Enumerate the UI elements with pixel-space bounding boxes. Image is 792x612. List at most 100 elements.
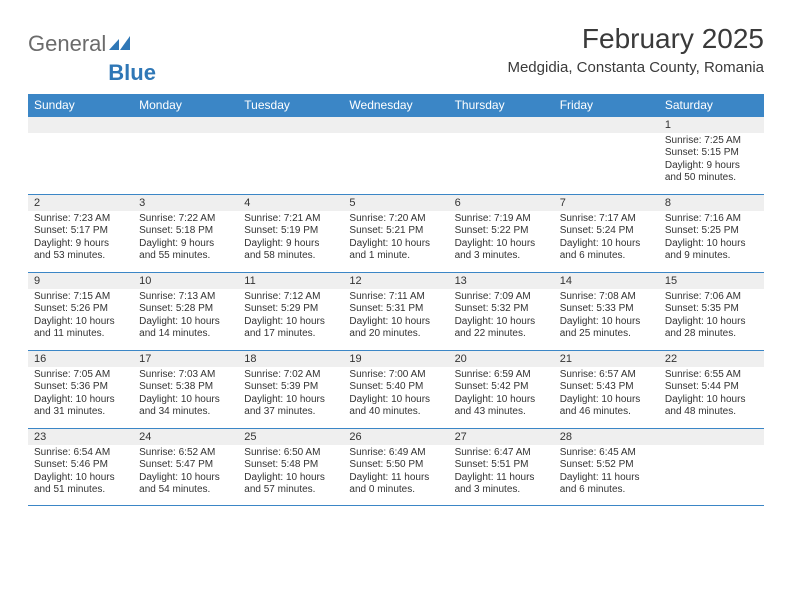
daylight-text: Daylight: 10 hours and 11 minutes. (34, 316, 127, 341)
sunrise-text: Sunrise: 7:08 AM (560, 291, 653, 304)
sunrise-text: Sunrise: 7:13 AM (139, 291, 232, 304)
calendar-cell: 3Sunrise: 7:22 AMSunset: 5:18 PMDaylight… (133, 195, 238, 272)
daylight-text: Daylight: 10 hours and 51 minutes. (34, 472, 127, 497)
calendar-cell: 4Sunrise: 7:21 AMSunset: 5:19 PMDaylight… (238, 195, 343, 272)
date-number: 19 (343, 351, 448, 367)
date-number: 23 (28, 429, 133, 445)
daylight-text: Daylight: 10 hours and 46 minutes. (560, 394, 653, 419)
weekday-sun: Sunday (28, 94, 133, 116)
sunrise-text: Sunrise: 7:15 AM (34, 291, 127, 304)
date-number: 9 (28, 273, 133, 289)
sunset-text: Sunset: 5:38 PM (139, 381, 232, 394)
date-number (133, 117, 238, 133)
calendar-page: General February 2025 Medgidia, Constant… (0, 0, 792, 516)
cell-body: Sunrise: 6:52 AMSunset: 5:47 PMDaylight:… (133, 445, 238, 501)
sunrise-text: Sunrise: 7:16 AM (665, 213, 758, 226)
logo-text-1: General (28, 31, 106, 57)
calendar-cell: 8Sunrise: 7:16 AMSunset: 5:25 PMDaylight… (659, 195, 764, 272)
date-number: 1 (659, 117, 764, 133)
date-number: 2 (28, 195, 133, 211)
date-number: 13 (449, 273, 554, 289)
sunrise-text: Sunrise: 7:23 AM (34, 213, 127, 226)
sunrise-text: Sunrise: 7:12 AM (244, 291, 337, 304)
daylight-text: Daylight: 10 hours and 54 minutes. (139, 472, 232, 497)
daylight-text: Daylight: 10 hours and 25 minutes. (560, 316, 653, 341)
daylight-text: Daylight: 11 hours and 6 minutes. (560, 472, 653, 497)
weekday-sat: Saturday (659, 94, 764, 116)
daylight-text: Daylight: 10 hours and 43 minutes. (455, 394, 548, 419)
date-number (449, 117, 554, 133)
cell-body: Sunrise: 7:19 AMSunset: 5:22 PMDaylight:… (449, 211, 554, 267)
cell-body: Sunrise: 7:00 AMSunset: 5:40 PMDaylight:… (343, 367, 448, 423)
sunset-text: Sunset: 5:33 PM (560, 303, 653, 316)
cell-body: Sunrise: 6:47 AMSunset: 5:51 PMDaylight:… (449, 445, 554, 501)
date-number: 14 (554, 273, 659, 289)
date-number: 20 (449, 351, 554, 367)
cell-body: Sunrise: 6:49 AMSunset: 5:50 PMDaylight:… (343, 445, 448, 501)
cell-body: Sunrise: 7:11 AMSunset: 5:31 PMDaylight:… (343, 289, 448, 345)
sunset-text: Sunset: 5:44 PM (665, 381, 758, 394)
calendar-cell: 16Sunrise: 7:05 AMSunset: 5:36 PMDayligh… (28, 351, 133, 428)
sunset-text: Sunset: 5:51 PM (455, 459, 548, 472)
cell-body: Sunrise: 7:09 AMSunset: 5:32 PMDaylight:… (449, 289, 554, 345)
cell-body: Sunrise: 7:05 AMSunset: 5:36 PMDaylight:… (28, 367, 133, 423)
calendar: Sunday Monday Tuesday Wednesday Thursday… (28, 94, 764, 506)
sunset-text: Sunset: 5:52 PM (560, 459, 653, 472)
sunset-text: Sunset: 5:35 PM (665, 303, 758, 316)
daylight-text: Daylight: 11 hours and 3 minutes. (455, 472, 548, 497)
calendar-cell: 18Sunrise: 7:02 AMSunset: 5:39 PMDayligh… (238, 351, 343, 428)
sunset-text: Sunset: 5:43 PM (560, 381, 653, 394)
weekday-tue: Tuesday (238, 94, 343, 116)
sunset-text: Sunset: 5:18 PM (139, 225, 232, 238)
calendar-cell (343, 117, 448, 194)
date-number: 22 (659, 351, 764, 367)
cell-body: Sunrise: 6:55 AMSunset: 5:44 PMDaylight:… (659, 367, 764, 423)
sunset-text: Sunset: 5:47 PM (139, 459, 232, 472)
date-number: 24 (133, 429, 238, 445)
page-subtitle: Medgidia, Constanta County, Romania (507, 59, 764, 76)
calendar-cell: 27Sunrise: 6:47 AMSunset: 5:51 PMDayligh… (449, 429, 554, 505)
sunset-text: Sunset: 5:42 PM (455, 381, 548, 394)
calendar-cell: 1Sunrise: 7:25 AMSunset: 5:15 PMDaylight… (659, 117, 764, 194)
calendar-cell: 2Sunrise: 7:23 AMSunset: 5:17 PMDaylight… (28, 195, 133, 272)
calendar-cell: 21Sunrise: 6:57 AMSunset: 5:43 PMDayligh… (554, 351, 659, 428)
sunset-text: Sunset: 5:22 PM (455, 225, 548, 238)
date-number: 6 (449, 195, 554, 211)
calendar-cell: 7Sunrise: 7:17 AMSunset: 5:24 PMDaylight… (554, 195, 659, 272)
weekday-mon: Monday (133, 94, 238, 116)
date-number: 16 (28, 351, 133, 367)
sunrise-text: Sunrise: 6:52 AM (139, 447, 232, 460)
cell-body (133, 133, 238, 139)
cell-body: Sunrise: 7:02 AMSunset: 5:39 PMDaylight:… (238, 367, 343, 423)
daylight-text: Daylight: 10 hours and 14 minutes. (139, 316, 232, 341)
sunrise-text: Sunrise: 7:17 AM (560, 213, 653, 226)
cell-body (449, 133, 554, 139)
logo-flag-icon (109, 32, 131, 58)
cell-body: Sunrise: 6:50 AMSunset: 5:48 PMDaylight:… (238, 445, 343, 501)
calendar-cell: 10Sunrise: 7:13 AMSunset: 5:28 PMDayligh… (133, 273, 238, 350)
cell-body: Sunrise: 6:54 AMSunset: 5:46 PMDaylight:… (28, 445, 133, 501)
date-number: 18 (238, 351, 343, 367)
calendar-week: 16Sunrise: 7:05 AMSunset: 5:36 PMDayligh… (28, 350, 764, 428)
cell-body: Sunrise: 7:06 AMSunset: 5:35 PMDaylight:… (659, 289, 764, 345)
sunset-text: Sunset: 5:50 PM (349, 459, 442, 472)
weekday-thu: Thursday (449, 94, 554, 116)
sunrise-text: Sunrise: 6:54 AM (34, 447, 127, 460)
calendar-cell: 23Sunrise: 6:54 AMSunset: 5:46 PMDayligh… (28, 429, 133, 505)
cell-body (554, 133, 659, 139)
daylight-text: Daylight: 10 hours and 17 minutes. (244, 316, 337, 341)
sunset-text: Sunset: 5:46 PM (34, 459, 127, 472)
calendar-cell: 6Sunrise: 7:19 AMSunset: 5:22 PMDaylight… (449, 195, 554, 272)
date-number (343, 117, 448, 133)
date-number: 17 (133, 351, 238, 367)
calendar-cell: 15Sunrise: 7:06 AMSunset: 5:35 PMDayligh… (659, 273, 764, 350)
sunrise-text: Sunrise: 6:57 AM (560, 369, 653, 382)
daylight-text: Daylight: 11 hours and 0 minutes. (349, 472, 442, 497)
calendar-week: 9Sunrise: 7:15 AMSunset: 5:26 PMDaylight… (28, 272, 764, 350)
sunset-text: Sunset: 5:17 PM (34, 225, 127, 238)
sunrise-text: Sunrise: 7:11 AM (349, 291, 442, 304)
calendar-cell: 12Sunrise: 7:11 AMSunset: 5:31 PMDayligh… (343, 273, 448, 350)
cell-body: Sunrise: 6:59 AMSunset: 5:42 PMDaylight:… (449, 367, 554, 423)
sunrise-text: Sunrise: 6:49 AM (349, 447, 442, 460)
calendar-cell (28, 117, 133, 194)
